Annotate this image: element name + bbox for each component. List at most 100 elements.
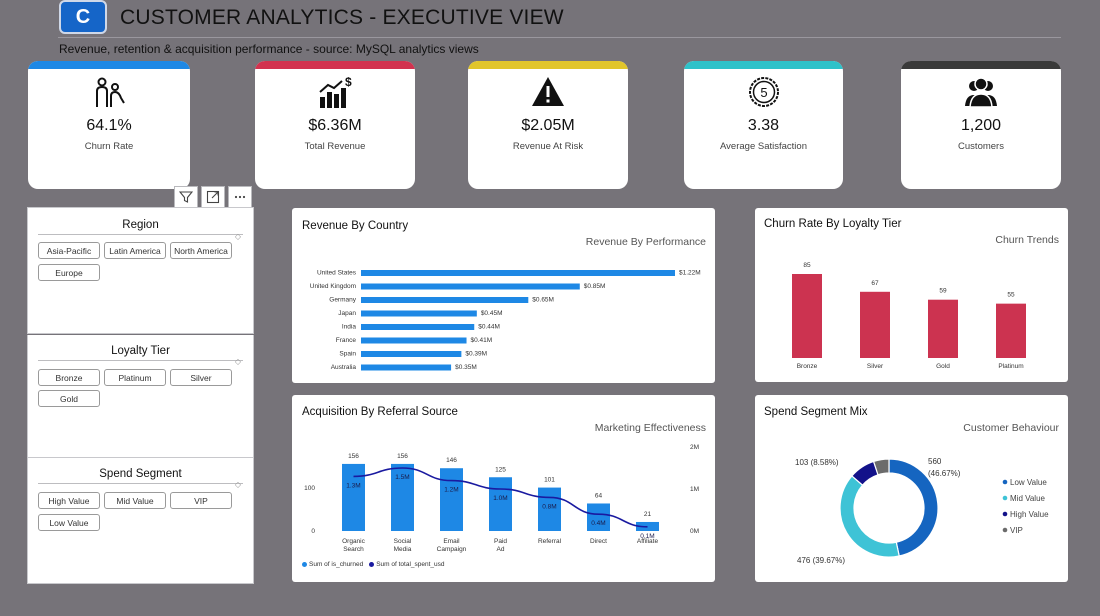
more-options-icon[interactable]	[228, 186, 252, 208]
total-spent-label: 1.3M	[346, 482, 360, 489]
legend-dot	[1002, 479, 1008, 485]
tier-value-label: 59	[939, 288, 947, 295]
chart-title: Churn Rate By Loyalty Tier	[764, 218, 902, 230]
slicer-chip-silver[interactable]: Silver	[170, 369, 232, 386]
acquisition-category-label: Social	[394, 538, 412, 545]
country-bar	[361, 364, 452, 371]
slicer-chip-gold[interactable]: Gold	[38, 390, 100, 407]
kpi-value: $6.36M	[308, 117, 362, 134]
slicer-title: Region	[122, 219, 159, 231]
svg-text:$: $	[345, 75, 352, 89]
kpi-label: Average Satisfaction	[720, 141, 807, 152]
slicer-chip-bronze[interactable]: Bronze	[38, 369, 100, 386]
chart-card-revenue-by-country: Revenue By Country Revenue By Performanc…	[292, 208, 715, 383]
acquisition-category-label: Search	[343, 546, 364, 553]
legend-label: Sum of total_spent_usd	[376, 561, 445, 568]
slicer-chip-mid-value[interactable]: Mid Value	[104, 492, 166, 509]
slicer-chip-platinum[interactable]: Platinum	[104, 369, 166, 386]
slicer-chip-north-america[interactable]: North America	[170, 242, 232, 259]
country-label: Spain	[339, 351, 356, 358]
acquisition-bar	[440, 468, 463, 531]
kpi-accent-bar	[255, 61, 415, 69]
donut-label-mid-value: 476 (39.67%)	[797, 556, 845, 565]
total-spent-label: 1.5M	[395, 474, 409, 481]
slicer-chip-europe[interactable]: Europe	[38, 264, 100, 281]
chart-subtitle: Churn Trends	[995, 234, 1059, 246]
donut-label-high-value: 103 (8.58%)	[795, 458, 839, 467]
app-logo: C	[59, 0, 107, 34]
acquisition-category-label: Referral	[538, 538, 562, 545]
clear-selection-icon[interactable]: ◇	[234, 232, 241, 241]
total-spent-label: 0.4M	[591, 520, 605, 527]
churn-by-tier-chart: 85 Bronze 67 Silver 59 Gold 55 Platinum	[792, 262, 1026, 370]
country-bar	[361, 337, 467, 344]
logo-letter: C	[75, 5, 91, 28]
country-value-label: $0.45M	[481, 310, 503, 317]
y-left-tick: 0	[311, 528, 315, 535]
rating-badge-number: 5	[760, 85, 767, 100]
legend-dot	[302, 562, 307, 567]
total-spent-label: 0.8M	[542, 503, 556, 510]
kpi-accent-bar	[684, 61, 843, 69]
revenue-chart-icon: $	[319, 75, 352, 108]
country-value-label: $1.22M	[679, 270, 701, 277]
filter-icon[interactable]	[174, 186, 198, 208]
country-value-label: $0.35M	[455, 364, 477, 371]
clear-selection-icon[interactable]: ◇	[234, 357, 241, 366]
customers-icon	[965, 77, 997, 108]
country-label: United Kingdom	[310, 283, 356, 290]
kpi-label: Churn Rate	[84, 141, 134, 152]
acquisition-bar-label: 156	[348, 453, 359, 460]
kpi-value: 1,200	[960, 117, 1002, 134]
slicer-title: Spend Segment	[99, 468, 182, 480]
acquisition-category-label: Campaign	[437, 546, 467, 553]
tier-value-label: 67	[871, 280, 879, 287]
slicer-chip-high-value[interactable]: High Value	[38, 492, 100, 509]
chart-subtitle: Marketing Effectiveness	[594, 422, 706, 434]
slicer-region: Region ◇ Asia-Pacific Latin America Nort…	[27, 207, 254, 334]
kpi-value: 64.1%	[86, 117, 132, 134]
donut-slice	[839, 475, 900, 558]
country-label: United States	[317, 270, 357, 277]
chart-legend: Sum of is_churned Sum of total_spent_usd	[302, 561, 445, 568]
donut-label-low-value-pct: (46.67%)	[928, 469, 961, 478]
acquisition-category-label: Direct	[590, 538, 607, 545]
kpi-card-average-satisfaction: 5 3.38 Average Satisfaction	[684, 61, 843, 189]
chart-title: Acquisition By Referral Source	[302, 406, 458, 418]
legend-dot	[1002, 495, 1008, 501]
chart-card-acquisition: Acquisition By Referral Source Marketing…	[292, 395, 715, 582]
focus-mode-icon[interactable]	[201, 186, 225, 208]
donut-label-low-value: 560	[928, 457, 942, 466]
slicer-spend-segment: Spend Segment ◇ High Value Mid Value VIP…	[27, 458, 254, 584]
tier-bar	[928, 299, 958, 358]
legend-label: High Value	[1010, 510, 1049, 519]
country-bar	[361, 351, 462, 357]
slicer-divider	[38, 483, 243, 484]
tier-bar	[792, 274, 822, 358]
kpi-label: Total Revenue	[304, 141, 366, 152]
slicer-chip-asia-pacific[interactable]: Asia-Pacific	[38, 242, 100, 259]
slicer-chip-latin-america[interactable]: Latin America	[104, 242, 166, 259]
country-value-label: $0.39M	[465, 351, 487, 358]
total-spent-label: 1.2M	[444, 487, 458, 494]
legend-dot	[1002, 511, 1008, 517]
tier-value-label: 55	[1007, 292, 1015, 299]
clear-selection-icon[interactable]: ◇	[234, 480, 241, 489]
legend-label: Sum of is_churned	[309, 561, 364, 568]
chart-subtitle: Revenue By Performance	[585, 236, 706, 248]
acquisition-bar-label: 146	[446, 457, 457, 464]
slicer-chip-low-value[interactable]: Low Value	[38, 514, 100, 531]
kpi-accent-bar	[28, 61, 190, 69]
legend-label: VIP	[1010, 526, 1023, 535]
y-right-tick: 0M	[690, 528, 699, 535]
acquisition-bar	[391, 463, 414, 531]
slicer-divider	[38, 360, 243, 361]
chart-subtitle: Customer Behaviour	[963, 422, 1059, 434]
churn-people-icon	[96, 77, 125, 107]
acquisition-bar	[342, 463, 365, 531]
slicer-chip-vip[interactable]: VIP	[170, 492, 232, 509]
country-bar	[361, 283, 580, 290]
acquisition-category-label: Email	[443, 538, 460, 545]
spend-mix-donut-chart: 560 (46.67%) 476 (39.67%) 103 (8.58%) Low Va…	[795, 457, 1049, 565]
acquisition-bar-label: 125	[495, 466, 506, 473]
